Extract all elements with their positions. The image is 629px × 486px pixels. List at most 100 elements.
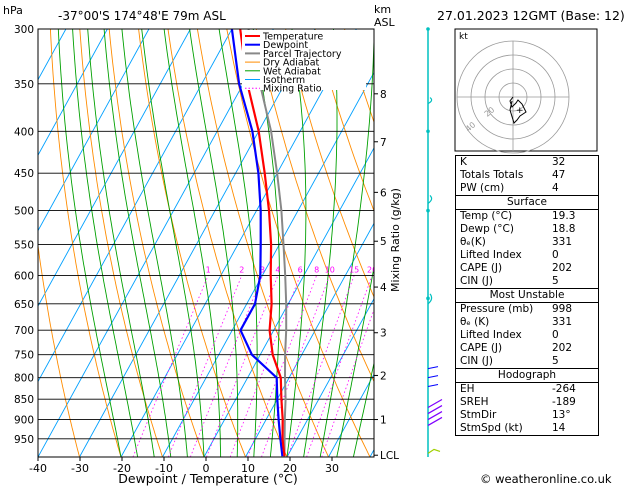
wet-adiabat-line	[72, 29, 139, 457]
index-row-pw: PW (cm) 4	[456, 182, 598, 195]
km-tick-label: 6	[380, 187, 387, 199]
hodo-label: EH	[460, 383, 475, 395]
hodograph-trace	[509, 96, 527, 124]
hodo-label: SREH	[460, 396, 489, 408]
km-tick-label: 4	[380, 282, 387, 294]
wind-barb	[427, 405, 443, 415]
asl-label: ASL	[374, 16, 396, 29]
isotherm-line	[286, 297, 374, 457]
mixing-ratio-line	[321, 308, 374, 457]
most-unstable-title: Most Unstable	[456, 288, 598, 303]
isotherm-line	[38, 29, 150, 232]
pressure-tick-label: 700	[14, 325, 34, 337]
datetime-title: 27.01.2023 12GMT (Base: 12)	[437, 8, 625, 23]
km-tick-label: LCL	[380, 450, 399, 462]
pressure-tick-label: 350	[14, 79, 34, 91]
surface-label: Temp (°C)	[460, 210, 513, 222]
x-tick-label: -40	[29, 462, 47, 475]
location-title: -37°00'S 174°48'E 79m ASL	[58, 9, 226, 23]
legend-label: Parcel Trajectory	[263, 49, 342, 60]
mu-label: CIN (J)	[460, 355, 493, 367]
mixing-ratio-label: 6	[298, 265, 303, 274]
hodo-row: StmDir 13°	[456, 409, 598, 422]
storm-motion-marker: +	[516, 106, 524, 116]
dry-adiabat-line	[314, 29, 374, 213]
pressure-tick-label: 750	[14, 350, 34, 362]
y-axis-label: Mixing Ratio (g/kg)	[389, 188, 402, 292]
mixing-ratio-line	[206, 275, 279, 457]
surface-value: 331	[552, 236, 573, 248]
x-tick-label: -30	[71, 462, 89, 475]
wind-barb	[427, 398, 443, 409]
index-value: 32	[552, 156, 566, 168]
surface-value: 0	[552, 249, 559, 261]
isobar-lines	[38, 28, 374, 440]
isotherm-line	[79, 29, 316, 457]
wind-barb	[427, 383, 439, 387]
index-row-k: K 32	[456, 156, 598, 169]
mixing-ratio-label: 15	[349, 265, 359, 274]
parcel-trajectory-line	[247, 29, 288, 457]
mu-value: 0	[552, 329, 559, 341]
pressure-tick-label: 650	[14, 299, 34, 311]
wind-barb	[427, 375, 439, 379]
index-row-totals: Totals Totals 47	[456, 169, 598, 182]
mixing-ratio-lines: 1 2 3 4 6 8 10 15 20 25	[132, 265, 374, 457]
wet-adiabat-line	[87, 29, 155, 457]
hpa-label: hPa	[3, 4, 23, 17]
isotherm-line	[38, 29, 274, 457]
pressure-tick-label: 800	[14, 373, 34, 385]
hodo-label: StmDir	[460, 409, 497, 421]
km-label: km	[374, 3, 391, 16]
index-label: K	[460, 156, 467, 168]
surface-value: 18.8	[552, 223, 576, 235]
x-tick-label: -10	[155, 462, 173, 475]
wind-barb	[427, 293, 433, 305]
x-axis-label: Dewpoint / Temperature (°C)	[118, 471, 297, 486]
wind-point	[426, 208, 430, 213]
hodo-row: StmSpd (kt) 14	[456, 422, 598, 435]
x-tick-label: 10	[241, 462, 255, 475]
km-tick-label: 8	[380, 89, 387, 101]
mu-label: Pressure (mb)	[460, 303, 534, 315]
legend-background	[242, 30, 366, 90]
mixing-ratio-label: 4	[275, 265, 280, 274]
wind-barb	[427, 411, 443, 421]
surface-label: Dewp (°C)	[460, 223, 514, 235]
mixing-ratio-label: 3	[260, 265, 265, 274]
hodo-value: -264	[552, 383, 576, 395]
km-tick-label: 1	[380, 415, 387, 427]
hodo-value: 13°	[552, 409, 571, 421]
pressure-tick-label: 400	[14, 126, 34, 138]
plot-frame	[37, 28, 375, 458]
surface-value: 202	[552, 262, 573, 274]
mixing-ratio-line	[190, 275, 263, 457]
mu-label: θₑ (K)	[460, 316, 490, 328]
hodograph-table-title: Hodograph	[456, 368, 598, 383]
surface-row: θₑ(K) 331	[456, 236, 598, 249]
hodo-row: SREH -189	[456, 396, 598, 409]
wind-barb	[427, 416, 443, 426]
surface-value: 19.3	[552, 210, 576, 222]
wet-adiabat-line	[319, 29, 374, 457]
legend-label: Dry Adiabat	[263, 58, 320, 69]
km-tick-label: 7	[380, 137, 387, 149]
mixing-ratio-label: 10	[325, 265, 335, 274]
mu-row: Pressure (mb) 998	[456, 303, 598, 316]
wind-barb	[427, 194, 433, 204]
surface-label: θₑ(K)	[460, 236, 486, 248]
mu-row: CIN (J) 5	[456, 355, 598, 368]
surface-row: Dewp (°C) 18.8	[456, 223, 598, 236]
wind-barb	[427, 366, 439, 370]
mu-value: 331	[552, 316, 573, 328]
hodograph: kt 40 20 +	[454, 28, 598, 154]
legend-label: Dewpoint	[263, 40, 308, 51]
mixing-ratio-line	[168, 275, 243, 457]
x-tick-label: 0	[203, 462, 210, 475]
dry-adiabat-line	[609, 29, 629, 457]
surface-label: CAPE (J)	[460, 262, 503, 274]
wind-point	[426, 27, 430, 31]
surface-label: Lifted Index	[460, 249, 522, 261]
km-tick-label: 3	[380, 328, 387, 340]
